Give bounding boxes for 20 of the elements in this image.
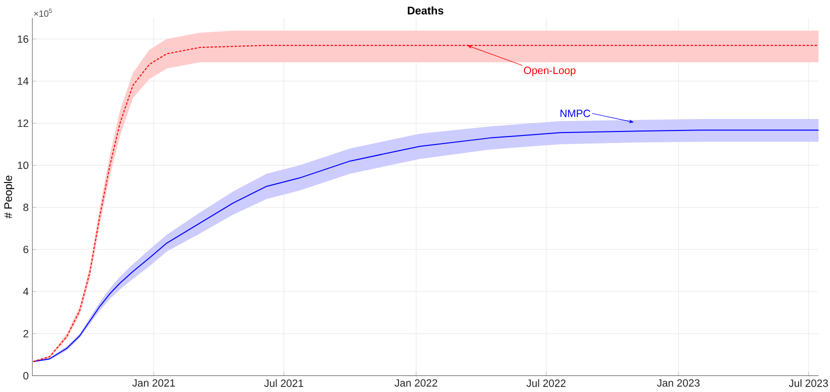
x-tick-label: Jul 2021 <box>264 379 304 387</box>
y-tick-label: 12 <box>18 120 28 127</box>
y-tick-label: 2 <box>23 330 28 338</box>
text: ×10$^{5}$ <box>34 8 52 17</box>
y-axis-title: # People <box>4 176 14 219</box>
y-tick-label: 16 <box>18 35 28 43</box>
x-tick-label: Jul 2022 <box>526 379 566 387</box>
y-tick-label: 8 <box>23 204 28 212</box>
chart-title: Deaths <box>408 6 444 14</box>
annotation: NMPC <box>560 110 590 118</box>
x-tick-label: Jan 2022 <box>394 379 438 387</box>
y-tick-label: 14 <box>18 78 28 85</box>
y-tick-label: 6 <box>23 246 28 254</box>
x-tick-label: Jan 2021 <box>132 379 175 387</box>
y-tick-label: 0 <box>23 372 28 380</box>
x-tick-label: Jul 2023 <box>788 379 828 387</box>
x-tick-label: Jan 2023 <box>657 379 700 387</box>
y-tick-label: 4 <box>23 288 28 296</box>
annotation: Open-Loop <box>524 66 576 76</box>
y-tick-label: 10 <box>18 162 28 170</box>
